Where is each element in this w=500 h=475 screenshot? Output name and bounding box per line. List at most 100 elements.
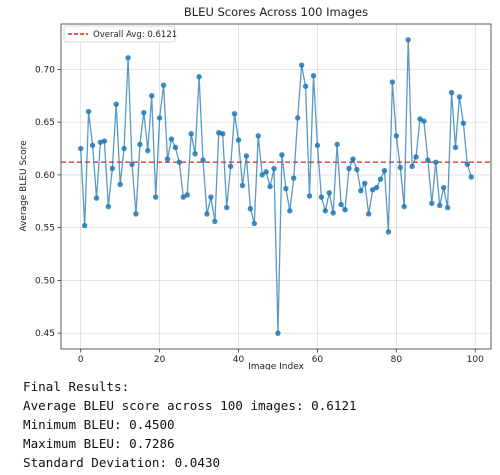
data-point [306, 193, 313, 199]
data-point [283, 185, 289, 192]
y-tick-label: 0.45 [35, 329, 55, 339]
data-point [204, 211, 210, 217]
data-point [413, 154, 419, 160]
data-point [184, 192, 190, 198]
data-point [81, 222, 88, 229]
results-heading: Final Results: [23, 379, 130, 394]
data-point [294, 115, 301, 121]
data-point [93, 195, 100, 201]
series-group [78, 37, 474, 336]
data-point [137, 141, 143, 147]
results-maximum: Maximum BLEU: 0.7286 [23, 436, 175, 451]
data-point [279, 152, 285, 158]
data-point [176, 159, 183, 165]
data-point [393, 133, 400, 139]
data-point [358, 188, 364, 194]
data-point [330, 210, 336, 216]
data-point [172, 144, 179, 151]
data-point [200, 157, 206, 163]
data-point [160, 82, 167, 88]
data-point [121, 145, 127, 152]
data-point [196, 74, 202, 80]
data-point [129, 161, 135, 168]
data-point [105, 203, 112, 210]
results-average: Average BLEU score across 100 images: 0.… [23, 398, 357, 413]
data-point [208, 194, 214, 200]
data-point [101, 138, 108, 144]
legend-box [63, 25, 176, 43]
results-std: Standard Deviation: 0.0430 [23, 455, 221, 470]
data-point [125, 55, 131, 61]
x-tick-label: 80 [391, 355, 403, 365]
x-tick-label: 40 [233, 355, 245, 365]
data-point [354, 166, 360, 173]
plot-area [60, 23, 492, 350]
data-point [263, 169, 269, 175]
data-point [145, 147, 151, 154]
data-point [255, 133, 261, 139]
data-point [156, 115, 163, 121]
data-point [338, 201, 344, 208]
data-point [267, 183, 273, 190]
y-tick-label: 0.70 [35, 65, 55, 75]
data-point [302, 83, 309, 89]
data-point [271, 165, 277, 172]
bleu-chart: BLEU Scores Across 100 Images 0 20 40 60 80 1… [19, 5, 492, 370]
x-tick-label: 60 [312, 355, 324, 365]
data-point [113, 101, 119, 107]
data-point [243, 153, 250, 159]
data-point [223, 204, 230, 211]
data-point [109, 165, 115, 172]
data-point [346, 165, 352, 172]
data-point [180, 194, 186, 200]
data-point [188, 131, 194, 137]
data-point [89, 142, 96, 149]
data-point [235, 137, 242, 143]
x-axis-ticks: 0 20 40 60 80 100 [78, 349, 484, 365]
data-point [433, 159, 439, 165]
data-point [397, 164, 403, 171]
data-point [192, 151, 198, 157]
data-point [164, 156, 171, 162]
x-tick-label: 100 [467, 355, 484, 365]
data-point [322, 208, 329, 214]
data-point [141, 109, 147, 116]
y-axis-label: Average BLEU Score [19, 140, 29, 232]
data-point [310, 73, 317, 79]
data-point [247, 205, 254, 212]
data-point [389, 79, 396, 85]
data-point [78, 145, 84, 152]
results-minimum: Minimum BLEU: 0.4500 [23, 417, 175, 432]
data-point [468, 174, 474, 180]
data-point [448, 89, 455, 96]
data-point [85, 108, 92, 115]
data-point [298, 62, 305, 68]
data-point [326, 190, 332, 196]
data-point [440, 184, 447, 191]
data-point [212, 218, 218, 225]
data-point [168, 136, 175, 142]
data-point [350, 156, 356, 162]
y-tick-label: 0.65 [35, 118, 55, 128]
y-tick-label: 0.50 [35, 276, 55, 286]
y-axis-ticks: 0.45 0.50 0.55 0.60 0.65 0.70 [35, 65, 61, 339]
data-point [342, 207, 348, 213]
data-point [366, 211, 372, 217]
data-point [456, 94, 463, 100]
data-point [464, 161, 471, 168]
data-point [437, 202, 443, 209]
data-point [409, 163, 415, 170]
data-point [369, 186, 376, 193]
data-point [227, 163, 234, 170]
data-point [149, 93, 155, 99]
data-point [381, 167, 388, 174]
data-point [117, 181, 123, 188]
legend: Overall Avg: 0.6121 [63, 25, 177, 43]
data-point [373, 184, 380, 191]
data-point [452, 144, 459, 151]
data-point [425, 157, 431, 163]
x-tick-label: 0 [78, 355, 84, 365]
data-point [239, 182, 246, 189]
data-point [334, 141, 340, 147]
data-point [385, 229, 392, 235]
